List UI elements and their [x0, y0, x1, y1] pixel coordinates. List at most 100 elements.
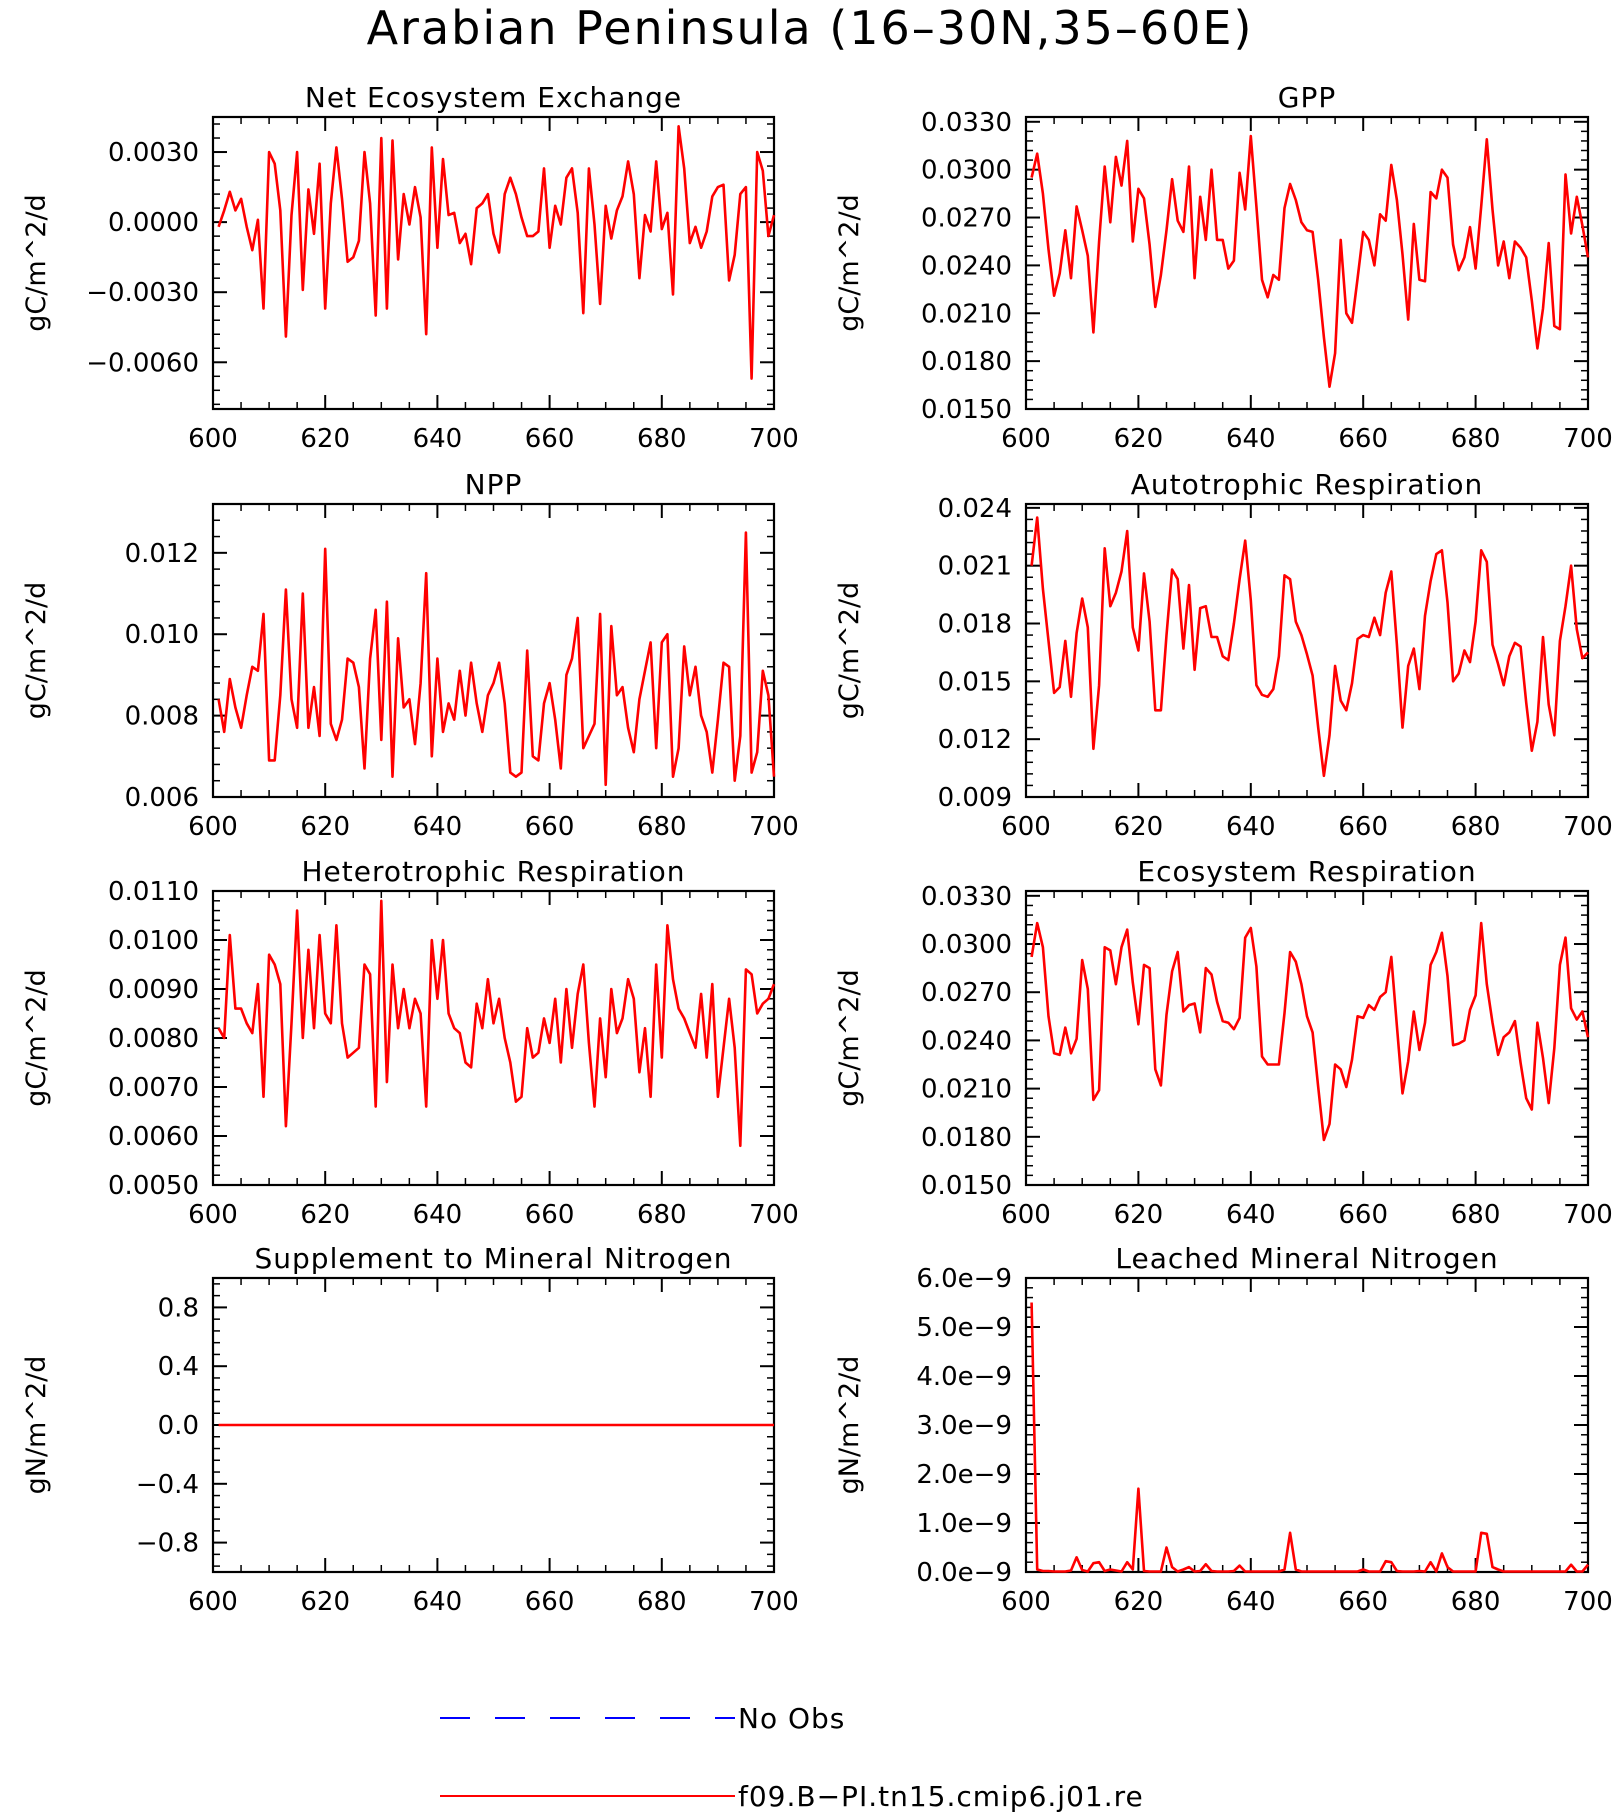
figure-title: Arabian Peninsula (16–30N,35–60E) [367, 1, 1254, 55]
y-tick-label: 0.0240 [921, 1026, 1012, 1056]
y-tick-label: 0.006 [125, 783, 199, 813]
series-line [217, 899, 776, 1148]
x-tick-label: 600 [188, 424, 238, 454]
x-tick-label: 680 [637, 424, 687, 454]
x-tick-label: 700 [749, 1587, 799, 1617]
y-axis-label: gN/m^2/d [21, 1356, 52, 1495]
y-tick-label: 0.009 [938, 783, 1012, 813]
panel-title: Ecosystem Respiration [1137, 855, 1476, 888]
x-tick-label: 640 [1226, 424, 1276, 454]
y-tick-label: 0.4 [158, 1352, 199, 1382]
y-tick-label: 0.024 [938, 494, 1012, 524]
plot-frame [1024, 115, 1590, 411]
x-tick-label: 600 [1001, 1200, 1051, 1230]
x-tick-label: 700 [749, 1200, 799, 1230]
y-axis-label: gC/m^2/d [21, 194, 52, 331]
y-axis-label: gC/m^2/d [834, 194, 865, 331]
x-tick-label: 620 [1114, 812, 1164, 842]
x-tick-label: 700 [1563, 1200, 1613, 1230]
panel-title: Heterotrophic Respiration [302, 855, 686, 888]
x-tick-label: 620 [300, 424, 350, 454]
y-tick-label: 2.0e−9 [916, 1460, 1012, 1490]
y-tick-label: −0.0030 [86, 278, 199, 308]
y-axis-label: gC/m^2/d [21, 969, 52, 1106]
y-tick-label: 0.012 [938, 725, 1012, 755]
plot-frame [211, 502, 776, 799]
x-tick-label: 700 [1563, 812, 1613, 842]
x-tick-label: 680 [1451, 1587, 1501, 1617]
y-tick-label: 0.012 [125, 539, 199, 569]
y-tick-label: −0.0060 [86, 348, 199, 378]
x-tick-label: 600 [188, 812, 238, 842]
x-tick-label: 660 [525, 424, 575, 454]
x-tick-label: 600 [188, 1587, 238, 1617]
y-tick-label: 1.0e−9 [916, 1509, 1012, 1539]
panel-title: Net Ecosystem Exchange [305, 81, 682, 114]
panel-title: Supplement to Mineral Nitrogen [255, 1242, 733, 1275]
y-tick-label: 0.8 [158, 1293, 199, 1323]
y-tick-label: 0.0270 [921, 204, 1012, 234]
y-tick-label: 0.0150 [921, 1171, 1012, 1201]
y-tick-label: 0.0050 [108, 1171, 199, 1201]
series-line [217, 531, 776, 787]
y-tick-label: 0.0270 [921, 978, 1012, 1008]
x-tick-label: 680 [1451, 812, 1501, 842]
series-line [1030, 516, 1589, 778]
y-axis-label: gC/m^2/d [21, 582, 52, 719]
x-tick-label: 680 [637, 812, 687, 842]
y-tick-label: 0.0060 [108, 1122, 199, 1152]
panel-title: Autotrophic Respiration [1131, 468, 1483, 501]
panel-title: NPP [465, 468, 523, 501]
y-tick-label: 0.0300 [921, 156, 1012, 186]
x-tick-label: 600 [1001, 812, 1051, 842]
x-tick-label: 680 [637, 1587, 687, 1617]
x-tick-label: 660 [1338, 1587, 1388, 1617]
x-tick-label: 600 [188, 1200, 238, 1230]
y-tick-label: 5.0e−9 [916, 1313, 1012, 1343]
y-axis-label: gC/m^2/d [834, 969, 865, 1106]
y-tick-label: 0.0070 [108, 1073, 199, 1103]
y-tick-label: 0.0210 [921, 1075, 1012, 1105]
chart-panel: 600 620 640 660 680 700 0.8 0.4 0.0 −0.4 −0.8 Suppl… [21, 1242, 799, 1617]
y-tick-label: 0.0330 [921, 882, 1012, 912]
x-tick-label: 620 [300, 1587, 350, 1617]
y-axis-label: gN/m^2/d [834, 1356, 865, 1495]
y-tick-label: 3.0e−9 [916, 1411, 1012, 1441]
x-tick-label: 640 [413, 812, 463, 842]
y-tick-label: 0.0100 [108, 926, 199, 956]
y-tick-label: −0.4 [136, 1470, 199, 1500]
y-tick-label: 0.0110 [108, 877, 199, 907]
legend-label: f09.B−PI.tn15.cmip6.j01.re [738, 1780, 1144, 1813]
y-tick-label: 0.008 [125, 702, 199, 732]
chart-panel: 600 620 640 660 680 700 0.024 0.021 0.018 0.015 0.… [834, 468, 1613, 842]
x-tick-label: 640 [413, 424, 463, 454]
y-tick-label: 0.0180 [921, 1123, 1012, 1153]
x-tick-label: 700 [749, 424, 799, 454]
y-tick-label: 0.021 [938, 552, 1012, 582]
x-tick-label: 620 [300, 1200, 350, 1230]
x-tick-label: 660 [525, 1200, 575, 1230]
x-tick-label: 600 [1001, 424, 1051, 454]
x-tick-label: 680 [1451, 424, 1501, 454]
x-tick-label: 600 [1001, 1587, 1051, 1617]
series-line [1030, 921, 1590, 1142]
chart-panel: 600 620 640 660 680 700 6.0e−9 5.0e−9 4.0e−9 3.0e… [834, 1242, 1613, 1617]
chart-panel: 600 620 640 660 680 700 0.0330 0.0300 0.0270 0.02… [834, 81, 1613, 454]
panel-title: GPP [1278, 81, 1336, 114]
series-line [1030, 134, 1590, 389]
y-tick-label: 4.0e−9 [916, 1362, 1012, 1392]
y-tick-label: 0.0240 [921, 251, 1012, 281]
y-tick-label: 0.0080 [108, 1024, 199, 1054]
chart-panel: 600 620 640 660 680 700 0.0330 0.0300 0.0270 0.02… [834, 855, 1613, 1230]
x-tick-label: 700 [749, 812, 799, 842]
x-tick-label: 640 [1226, 1200, 1276, 1230]
y-tick-label: 0.0180 [921, 347, 1012, 377]
y-tick-label: 0.018 [938, 610, 1012, 640]
x-tick-label: 700 [1563, 424, 1613, 454]
y-tick-label: 0.0030 [108, 138, 199, 168]
x-tick-label: 640 [1226, 1587, 1276, 1617]
y-tick-label: 0.0000 [108, 208, 199, 238]
panels: 600 620 640 660 680 700 0.0030 0.0000 −0.0030 −0.… [21, 81, 1613, 1617]
y-tick-label: 0.015 [938, 667, 1012, 697]
